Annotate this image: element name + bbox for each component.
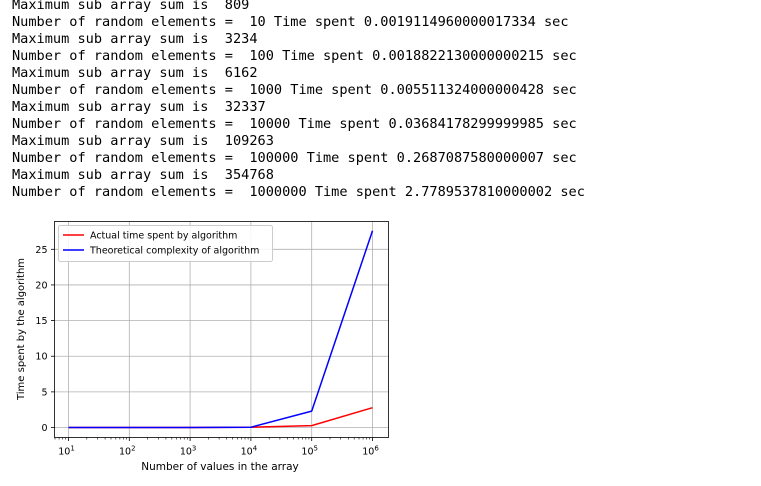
console-output: Maximum sub array sum is 809 Number of ra… xyxy=(12,0,585,201)
x-tick-base: 10 xyxy=(301,447,313,458)
console-line: Maximum sub array sum is 6162 xyxy=(12,65,258,81)
console-line: Maximum sub array sum is 3234 xyxy=(12,31,258,47)
x-tick-label: 105 xyxy=(301,445,318,458)
x-tick-exponent: 2 xyxy=(131,445,135,453)
x-tick-base: 10 xyxy=(241,447,253,458)
x-axis-label: Number of values in the array xyxy=(141,461,298,473)
y-tick-labels: 0 5 10 15 20 25 xyxy=(35,245,47,434)
console-line: Number of random elements = 10000 Time s… xyxy=(12,116,577,132)
console-line: Number of random elements = 100 Time spe… xyxy=(12,48,577,64)
legend-box xyxy=(58,225,273,262)
series-lines xyxy=(68,230,374,429)
y-tick-label: 20 xyxy=(35,280,47,291)
legend: Actual time spent by algorithm Theoretic… xyxy=(58,225,273,262)
x-tick-base: 10 xyxy=(362,447,374,458)
y-tick-label: 25 xyxy=(35,245,47,256)
x-tick-label: 104 xyxy=(241,445,258,458)
console-line: Number of random elements = 10 Time spen… xyxy=(12,14,569,30)
series-line-actual xyxy=(68,406,373,429)
series-line-theoretical xyxy=(68,230,374,429)
console-line: Maximum sub array sum is 32337 xyxy=(12,99,266,115)
x-tick-exponent: 6 xyxy=(374,445,379,453)
y-axis-label: Time spent by the algorithm xyxy=(16,258,27,401)
x-tick-exponent: 1 xyxy=(70,445,74,453)
axis-ticks xyxy=(51,248,373,441)
plot-frame xyxy=(54,221,389,438)
console-line: Maximum sub array sum is 809 xyxy=(12,0,250,13)
console-line: Number of random elements = 100000 Time … xyxy=(12,150,577,166)
legend-label-actual: Actual time spent by algorithm xyxy=(90,231,237,242)
x-tick-base: 10 xyxy=(58,447,70,458)
x-tick-label: 106 xyxy=(362,445,379,458)
y-tick-label: 10 xyxy=(35,352,47,363)
console-line: Number of random elements = 1000000 Time… xyxy=(12,184,585,200)
console-line: Maximum sub array sum is 109263 xyxy=(12,133,274,149)
x-tick-label: 101 xyxy=(58,445,75,458)
console-line: Number of random elements = 1000 Time sp… xyxy=(12,82,577,98)
y-tick-label: 0 xyxy=(41,423,47,434)
y-tick-label: 15 xyxy=(35,316,47,327)
x-tick-exponent: 4 xyxy=(253,445,258,453)
x-tick-base: 10 xyxy=(119,447,131,458)
x-tick-label: 102 xyxy=(119,445,136,458)
legend-label-theoretical: Theoretical complexity of algorithm xyxy=(89,246,259,257)
x-tick-exponent: 3 xyxy=(192,445,196,453)
x-tick-exponent: 5 xyxy=(314,445,318,453)
console-line: Maximum sub array sum is 354768 xyxy=(12,167,274,183)
x-tick-label: 103 xyxy=(180,445,197,458)
x-tick-labels: 101 102 103 104 105 106 xyxy=(58,445,379,458)
y-tick-label: 5 xyxy=(41,387,47,398)
x-tick-base: 10 xyxy=(180,447,192,458)
